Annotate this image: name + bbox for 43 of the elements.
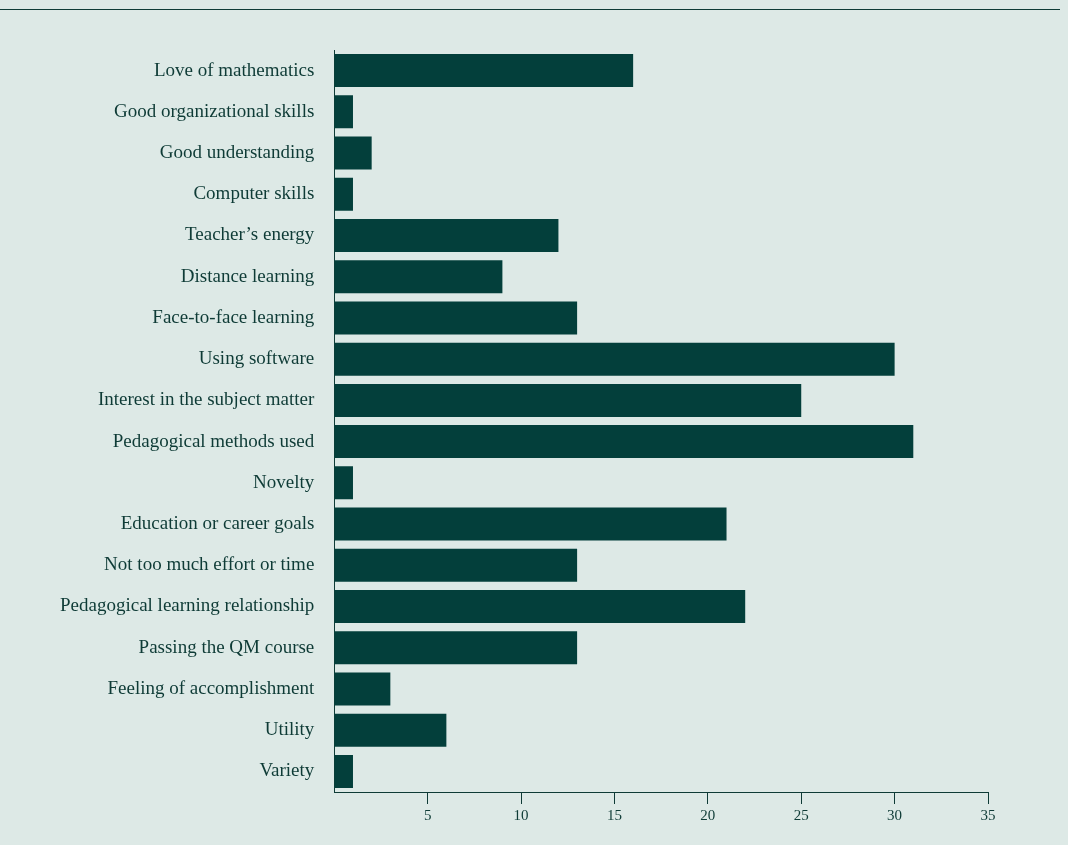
y-tick-label: Using software [198, 347, 315, 369]
y-tick-label: Passing the QM course [138, 635, 315, 657]
bar [334, 590, 746, 623]
y-tick-label: Teacher’s energy [184, 223, 315, 245]
bar [334, 425, 914, 459]
x-tick-label: 25 [793, 806, 809, 823]
y-tick-label: Utility [264, 718, 315, 740]
x-tick-label: 5 [423, 806, 432, 823]
y-tick-label: Distance learning [180, 264, 315, 286]
x-tick-label: 35 [980, 806, 996, 823]
bar [334, 548, 578, 582]
y-tick-label: Novelty [253, 470, 315, 492]
y-tick-label: Education or career goals [120, 512, 315, 534]
x-tick-label: 30 [887, 806, 903, 823]
bar [334, 754, 353, 788]
bar [334, 466, 353, 500]
y-tick-label: Pedagogical learning relationship [60, 594, 315, 616]
y-tick-label: Variety [259, 759, 315, 781]
y-tick-label: Feeling of accomplishment [107, 676, 316, 698]
bar [334, 95, 353, 129]
bar [334, 713, 447, 747]
bar [334, 383, 802, 417]
y-tick-label: Interest in the subject matter [98, 388, 315, 410]
bar [334, 219, 559, 252]
y-tick-label: Face-to-face learning [152, 305, 315, 327]
x-tick-label: 20 [700, 806, 716, 823]
bar [334, 672, 391, 706]
y-tick-label: Love of mathematics [153, 58, 315, 80]
bar [334, 631, 578, 665]
y-tick-label: Computer skills [193, 182, 315, 204]
x-tick-label: 15 [606, 806, 622, 823]
bar [334, 301, 578, 335]
y-tick-label: Good organizational skills [114, 99, 315, 121]
bar [334, 177, 353, 211]
x-tick-label: 10 [513, 806, 529, 823]
y-tick-label: Pedagogical methods used [112, 429, 315, 451]
y-tick-label: Good understanding [159, 141, 315, 163]
bar [334, 54, 634, 88]
bar [334, 136, 372, 170]
bar [334, 260, 503, 294]
bar [334, 342, 895, 376]
y-tick-label: Not too much effort or time [104, 553, 315, 575]
bar [334, 507, 727, 541]
